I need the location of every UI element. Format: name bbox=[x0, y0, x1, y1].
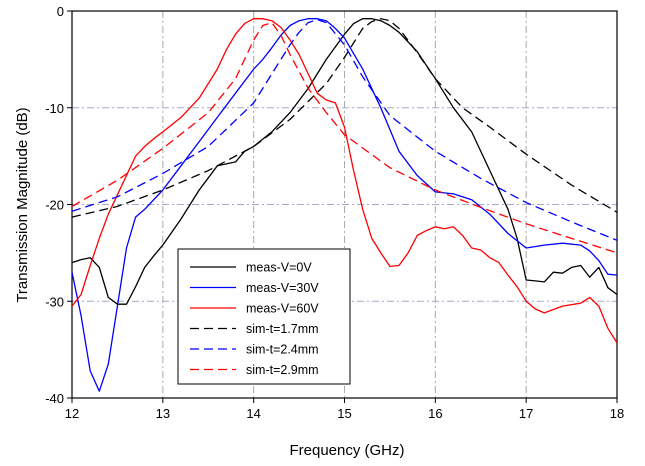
legend-label-4: sim-t=1.7mm bbox=[246, 322, 319, 336]
x-tick-label: 14 bbox=[246, 406, 260, 421]
series-line-4 bbox=[71, 18, 618, 218]
legend-label-3: meas-V=60V bbox=[246, 302, 319, 316]
legend-label-2: meas-V=30V bbox=[246, 281, 319, 295]
series-line-6 bbox=[71, 21, 618, 254]
y-tick-label: -10 bbox=[45, 101, 64, 116]
legend-label-1: meas-V=0V bbox=[246, 261, 312, 275]
x-tick-label: 12 bbox=[65, 406, 79, 421]
x-tick-label: 13 bbox=[156, 406, 170, 421]
x-tick-label: 18 bbox=[610, 406, 624, 421]
y-axis-label: Transmission Magnitude (dB) bbox=[14, 107, 31, 302]
y-tick-label: -30 bbox=[45, 294, 64, 309]
series-line-1 bbox=[71, 18, 618, 305]
x-axis-label: Frequency (GHz) bbox=[289, 442, 404, 459]
y-tick-label: -20 bbox=[45, 198, 64, 213]
series-line-2 bbox=[71, 18, 618, 392]
y-axis: 0 -10 -20 -30 -40 bbox=[45, 4, 72, 406]
x-axis: 12 13 14 15 16 17 18 bbox=[65, 398, 624, 421]
series-group bbox=[71, 18, 618, 392]
x-tick-label: 16 bbox=[428, 406, 442, 421]
x-tick-label: 17 bbox=[519, 406, 533, 421]
series-line-5 bbox=[71, 19, 618, 241]
y-tick-label: 0 bbox=[57, 4, 64, 19]
legend-box bbox=[177, 248, 351, 385]
series-line-3 bbox=[71, 18, 618, 344]
legend-label-6: sim-t=2.9mm bbox=[246, 363, 319, 377]
legend: meas-V=0V meas-V=30V meas-V=60V sim-t=1.7mm… bbox=[177, 248, 351, 385]
legend-label-5: sim-t=2.4mm bbox=[246, 343, 319, 357]
x-tick-label: 15 bbox=[337, 406, 351, 421]
y-tick-label: -40 bbox=[45, 391, 64, 406]
